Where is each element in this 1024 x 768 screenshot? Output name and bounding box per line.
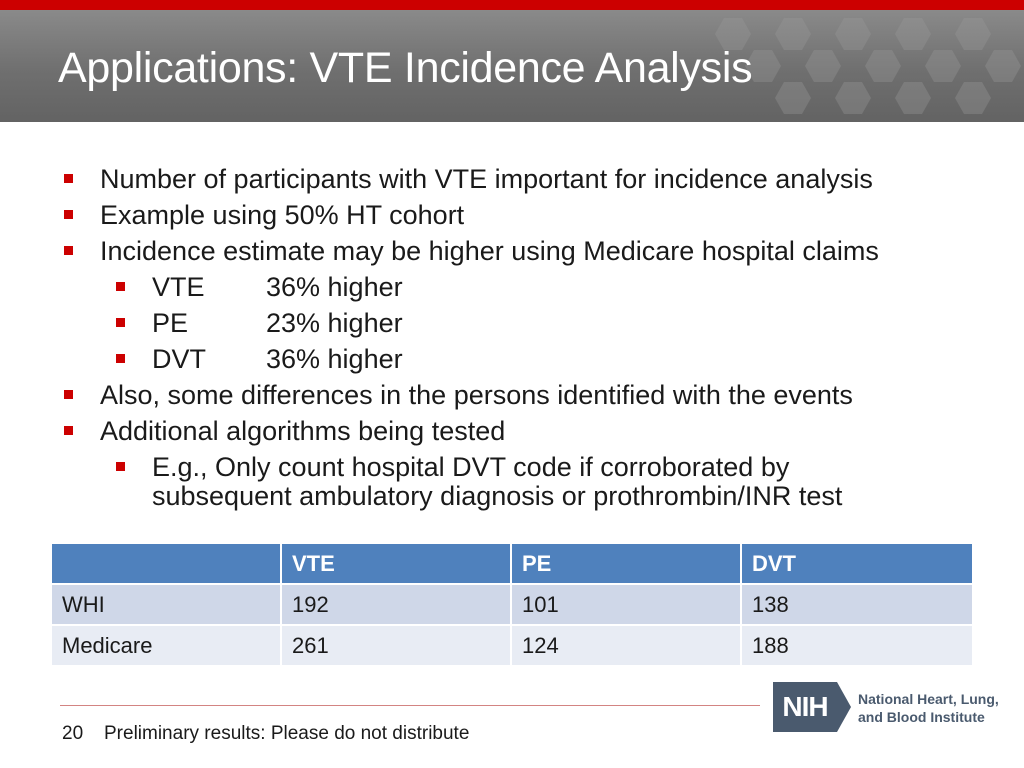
table-cell: 101 [512, 585, 742, 626]
bullet-marker [64, 174, 73, 183]
nih-name-line: National Heart, Lung, [858, 691, 999, 707]
table-cell: 138 [742, 585, 972, 626]
table-header-cell: VTE [282, 544, 512, 585]
bullet-marker [64, 210, 73, 219]
table-cell: Medicare [52, 626, 282, 667]
bullet-item: Incidence estimate may be higher using M… [100, 236, 879, 266]
nih-logo-arrow [837, 682, 851, 732]
bullet-item: Additional algorithms being tested [100, 416, 506, 446]
table-header-cell: DVT [742, 544, 972, 585]
bullet-item: Number of participants with VTE importan… [100, 164, 873, 194]
table-header-row: VTE PE DVT [52, 544, 972, 585]
title-banner: Applications: VTE Incidence Analysis [0, 10, 1024, 122]
bullet-marker [64, 246, 73, 255]
slide-number: 20 [62, 723, 84, 744]
sub-bullet-marker [116, 462, 125, 471]
nih-name-line: and Blood Institute [858, 709, 985, 725]
sub-bullet-value: 36% higher [266, 344, 403, 374]
sub-bullet-item: VTE 36% higher [152, 272, 403, 302]
sub-bullet-item: PE 23% higher [152, 308, 403, 338]
slide-title: Applications: VTE Incidence Analysis [58, 44, 753, 92]
nih-logo-mark: NIH [773, 682, 837, 732]
bullet-item: Example using 50% HT cohort [100, 200, 465, 230]
sub-bullet-value: 36% higher [266, 272, 403, 302]
sub-bullet-item: DVT 36% higher [152, 344, 403, 374]
table-row: Medicare 261 124 188 [52, 626, 972, 667]
table-header-cell: PE [512, 544, 742, 585]
incidence-table: VTE PE DVT WHI 192 101 138 Medicare 261 … [52, 544, 972, 667]
bullet-marker [64, 426, 73, 435]
sub-bullet-value: 23% higher [266, 308, 403, 338]
sub-bullet-marker [116, 282, 125, 291]
sub-bullet-label: DVT [152, 344, 206, 374]
table-cell: 192 [282, 585, 512, 626]
table-cell: 124 [512, 626, 742, 667]
nih-institute-name: National Heart, Lung, and Blood Institut… [858, 690, 999, 726]
bullet-marker [64, 390, 73, 399]
footer-disclaimer: Preliminary results: Please do not distr… [104, 723, 470, 744]
sub-bullet-label: VTE [152, 272, 205, 302]
sub-bullet-marker [116, 318, 125, 327]
sub-bullet-marker [116, 354, 125, 363]
table-cell: 188 [742, 626, 972, 667]
top-accent-strip [0, 0, 1024, 10]
table-cell: WHI [52, 585, 282, 626]
table-row: WHI 192 101 138 [52, 585, 972, 626]
hexagon-pattern [715, 18, 1021, 114]
sub-bullet-continuation: subsequent ambulatory diagnosis or proth… [152, 481, 843, 511]
bullet-item: Also, some differences in the persons id… [100, 380, 853, 410]
sub-bullet-item: E.g., Only count hospital DVT code if co… [152, 452, 790, 482]
table-header-cell [52, 544, 282, 585]
sub-bullet-label: PE [152, 308, 189, 338]
footer-divider [60, 705, 760, 706]
table-cell: 261 [282, 626, 512, 667]
